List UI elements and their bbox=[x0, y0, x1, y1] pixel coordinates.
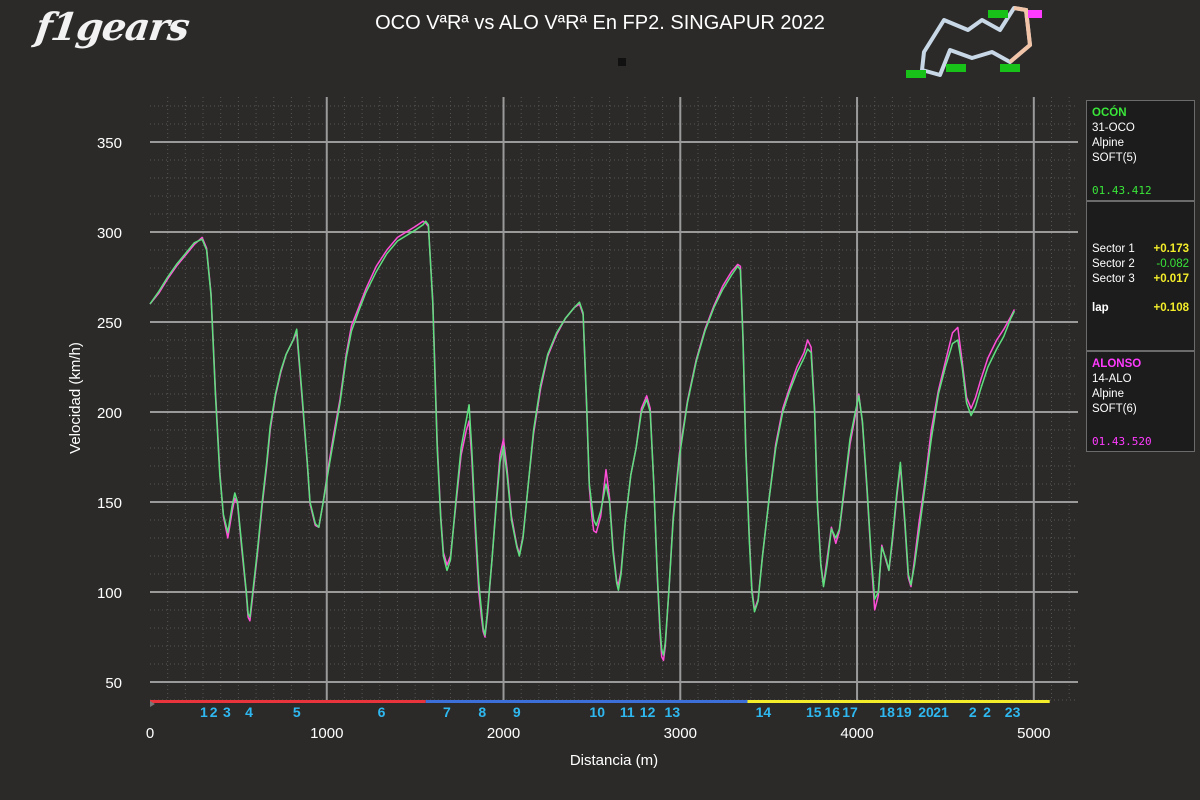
sector3-label: Sector 3 bbox=[1092, 273, 1135, 285]
turn-label: 9 bbox=[513, 704, 521, 720]
sector2-row: Sector 2 -0.082 bbox=[1092, 257, 1189, 272]
y-tick-label: 200 bbox=[97, 405, 122, 422]
turn-label: 19 bbox=[896, 704, 912, 720]
turn-label: 18 bbox=[879, 704, 895, 720]
driver2-team: Alpine bbox=[1092, 388, 1124, 400]
sector1-label: Sector 1 bbox=[1092, 243, 1135, 255]
turn-label: 23 bbox=[1005, 704, 1021, 720]
legend-marker bbox=[618, 58, 626, 66]
driver2-laptime: 01.43.520 bbox=[1092, 435, 1152, 448]
sector3-row: Sector 3 +0.017 bbox=[1092, 272, 1189, 287]
sector-bar bbox=[150, 700, 426, 703]
driver1-code: 31-OCO bbox=[1092, 122, 1135, 134]
sector-bar bbox=[747, 700, 1050, 703]
track-map-icon bbox=[906, 6, 1042, 78]
driver2-panel: ALONSO 14-ALO Alpine SOFT(6) 01.43.520 bbox=[1086, 351, 1195, 452]
driver1-tyre: SOFT(5) bbox=[1092, 152, 1137, 164]
turn-label: 3 bbox=[223, 704, 231, 720]
axis-arrow-icon bbox=[150, 701, 155, 707]
series-line-ocon bbox=[149, 220, 1016, 656]
plot-area bbox=[150, 97, 1078, 700]
y-tick-label: 250 bbox=[97, 315, 122, 332]
sector2-delta: -0.082 bbox=[1156, 258, 1189, 270]
turn-label: 17 bbox=[842, 704, 858, 720]
lap-label: lap bbox=[1092, 302, 1109, 314]
x-tick-label: 3000 bbox=[664, 725, 697, 742]
y-tick-label: 300 bbox=[97, 225, 122, 242]
turn-label: 1 bbox=[200, 704, 208, 720]
chart-title: OCO VªRª vs ALO VªRª En FP2. SINGAPUR 20… bbox=[375, 12, 825, 34]
x-tick-label: 1000 bbox=[310, 725, 343, 742]
turn-label: 4 bbox=[245, 704, 253, 720]
turn-label: 8 bbox=[478, 704, 486, 720]
turn-label: 16 bbox=[825, 704, 841, 720]
driver2-tyre: SOFT(6) bbox=[1092, 403, 1137, 415]
sector-bar bbox=[425, 700, 748, 703]
turn-label: 12 bbox=[640, 704, 656, 720]
turn-label: 20 bbox=[918, 704, 934, 720]
turn-label: 10 bbox=[589, 704, 605, 720]
driver1-panel: OCÓN 31-OCO Alpine SOFT(5) 01.43.412 bbox=[1086, 100, 1195, 201]
x-tick-label: 5000 bbox=[1017, 725, 1050, 742]
y-tick-label: 350 bbox=[97, 135, 122, 152]
turn-label: 11 bbox=[620, 704, 635, 720]
turn-label: 14 bbox=[756, 704, 772, 720]
turn-label: 15 bbox=[806, 704, 822, 720]
turn-label: 2 bbox=[983, 704, 991, 720]
turn-label: 5 bbox=[293, 704, 301, 720]
y-tick-label: 150 bbox=[97, 495, 122, 512]
sector3-delta: +0.017 bbox=[1153, 273, 1190, 285]
sector2-label: Sector 2 bbox=[1092, 258, 1135, 270]
sector1-delta: +0.173 bbox=[1153, 243, 1190, 255]
turn-label: 7 bbox=[443, 704, 451, 720]
x-tick-label: 0 bbox=[146, 725, 154, 742]
driver2-name: ALONSO bbox=[1092, 358, 1142, 370]
turn-label: 13 bbox=[665, 704, 681, 720]
sector1-row: Sector 1 +0.173 bbox=[1092, 242, 1189, 257]
y-axis-label: Velocidad (km/h) bbox=[67, 342, 84, 454]
turn-label: 2 bbox=[210, 704, 218, 720]
driver2-code: 14-ALO bbox=[1092, 373, 1132, 385]
y-tick-label: 50 bbox=[105, 675, 122, 692]
driver1-laptime: 01.43.412 bbox=[1092, 184, 1152, 197]
turn-label: 6 bbox=[378, 704, 386, 720]
lap-row: lap +0.108 bbox=[1092, 301, 1189, 316]
x-axis-label: Distancia (m) bbox=[570, 752, 658, 769]
y-tick-label: 100 bbox=[97, 585, 122, 602]
sectors-panel: Sector 1 +0.173 Sector 2 -0.082 Sector 3… bbox=[1086, 201, 1195, 351]
driver1-name: OCÓN bbox=[1092, 107, 1127, 119]
turn-label: 21 bbox=[933, 704, 949, 720]
lap-delta: +0.108 bbox=[1153, 302, 1190, 314]
turn-label: 2 bbox=[969, 704, 977, 720]
x-tick-label: 4000 bbox=[840, 725, 873, 742]
x-tick-label: 2000 bbox=[487, 725, 520, 742]
driver1-team: Alpine bbox=[1092, 137, 1124, 149]
